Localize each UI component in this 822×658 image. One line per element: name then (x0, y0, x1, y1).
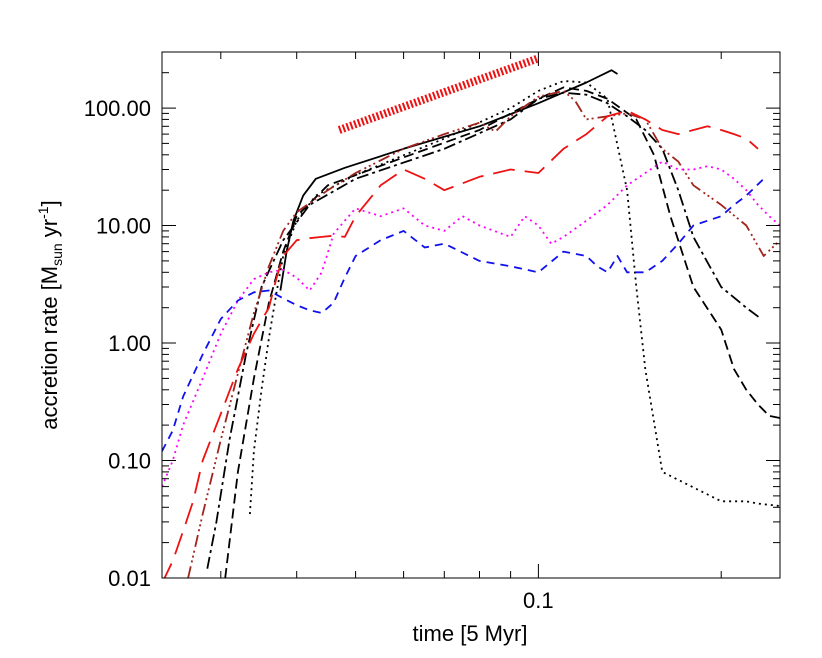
y-axis-title-sup: -1 (35, 206, 51, 219)
x-axis-title: time [5 Myr] (413, 621, 528, 646)
series-line-8 (162, 178, 765, 452)
plot-frame (161, 51, 781, 579)
reference-line-layer (337, 54, 540, 134)
series-line-7 (162, 160, 780, 487)
y-axis-title-main: accretion rate [M (37, 266, 62, 430)
series-line-3 (224, 86, 780, 578)
series-line-4 (206, 91, 762, 569)
y-tick-label: 10.00 (96, 214, 151, 239)
series-line-6 (163, 109, 759, 578)
y-tick-label: 0.01 (108, 566, 151, 591)
y-axis-title-sub: sun (49, 243, 65, 266)
y-axis-title-mid: yr (37, 219, 62, 243)
series-line-1 (279, 69, 618, 291)
y-tick-label: 0.10 (108, 449, 151, 474)
series-line-5 (187, 90, 780, 578)
y-tick-label: 100.00 (84, 96, 151, 121)
tick-layer: 100.00 10.00 1.00 0.10 0.01 0.1 (84, 51, 780, 613)
y-axis-title-end: ] (37, 200, 62, 206)
y-axis-title: accretion rate [Msun yr-1] (35, 200, 65, 429)
x-tick-label: 0.1 (523, 588, 554, 613)
series-layer (162, 69, 780, 578)
y-tick-label: 1.00 (108, 331, 151, 356)
series-line-2 (249, 80, 780, 515)
reference-slope-line (337, 54, 540, 134)
